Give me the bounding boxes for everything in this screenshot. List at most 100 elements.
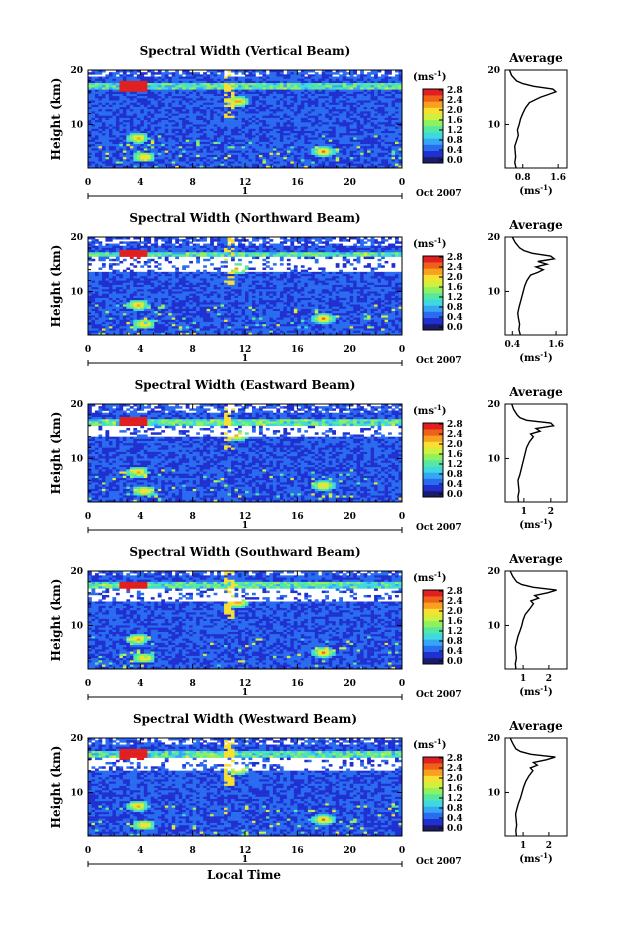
x-tick-label: 20 [343,679,356,689]
colorbar-swatch [423,323,443,331]
colorbar-swatch [423,311,443,318]
colorbar-swatch [423,466,443,473]
colorbar-swatch [423,484,443,492]
colorbar-tick-label: 0.8 [447,804,463,814]
average-frame [504,236,568,336]
colorbar-tick-label: 2.0 [447,774,463,784]
colorbar-swatch [423,657,443,665]
average-y-tick-label: 20 [487,400,500,410]
x-tick-label: 20 [343,178,356,188]
colorbar-swatch [423,651,443,659]
average-unit: (ms-1) [519,684,552,698]
date-label: Oct 2007 [416,690,462,700]
colorbar-swatch [423,633,443,640]
y-axis-label: Height (km) [49,746,63,829]
x-tick-label: 0 [85,345,91,355]
x-tick-label: 12 [239,178,252,188]
y-axis-label: Height (km) [49,412,63,495]
colorbar-swatch [423,472,443,479]
day-label: 1 [242,354,248,364]
colorbar-swatch [423,590,443,597]
average-x-tick-label: 1.6 [548,340,564,350]
average-title: Average [508,385,563,399]
colorbar-tick-label: 2.4 [447,764,463,774]
average-unit: (ms-1) [519,183,552,197]
average-frame [504,570,568,670]
day-label: 1 [242,187,248,197]
colorbar-swatch [423,435,443,442]
average-frame [504,69,568,169]
colorbar-swatch [423,602,443,609]
colorbar-swatch [423,299,443,306]
colorbar-swatch [423,113,443,121]
colorbar-swatch [423,769,443,776]
average-y-tick-label: 10 [487,621,500,631]
average-unit: (ms-1) [519,517,552,531]
colorbar-frame [422,589,444,665]
average-x-tick-label: 1 [520,841,526,851]
colorbar-unit: (ms-1) [413,69,446,83]
colorbar-swatch [423,89,443,96]
average-title: Average [508,218,563,232]
y-axis-label: Height (km) [49,245,63,328]
colorbar-tick-label: 0.8 [447,136,463,146]
average-y-tick-label: 10 [487,287,500,297]
y-tick-label: 20 [70,233,83,243]
x-tick-label: 16 [291,846,304,856]
colorbar-swatch [423,126,443,133]
colorbar-swatch [423,757,443,764]
x-tick-label: 8 [190,512,196,522]
colorbar-tick-label: 1.2 [447,627,463,637]
average-y-tick-label: 20 [487,233,500,243]
y-tick-label: 20 [70,567,83,577]
average-profile-line [511,236,556,336]
average-frame [504,737,568,837]
colorbar-tick-label: 1.6 [447,784,463,794]
colorbar-swatch [423,293,443,300]
colorbar-tick-label: 2.4 [447,430,463,440]
colorbar-swatch [423,478,443,485]
colorbar-tick-label: 2.8 [447,253,463,263]
average-y-tick-label: 20 [487,567,500,577]
colorbar-tick-label: 0.0 [447,490,463,500]
average-y-tick-label: 10 [487,120,500,130]
colorbar-swatch [423,614,443,622]
colorbar-frame [422,422,444,498]
average-x-tick-label: 1 [521,507,527,517]
panel-3: Spectral Width (Eastward Beam) 20 1 0 Height… [49,378,568,533]
colorbar-tick-label: 2.0 [447,440,463,450]
colorbar-tick-label: 1.2 [447,460,463,470]
panel-2: Spectral Width (Northward Beam)2010Heigh… [49,211,568,366]
colorbar-swatch [423,800,443,807]
y-tick-label: 10 [70,287,83,297]
colorbar-tick-label: 1.6 [447,617,463,627]
x-tick-label: 0 [85,846,91,856]
colorbar-swatch [423,256,443,263]
x-tick-label: 12 [239,679,252,689]
heatmap-cells [88,237,403,336]
x-tick-label: 0 [85,512,91,522]
colorbar-tick-label: 2.4 [447,263,463,273]
colorbar-swatch [423,620,443,628]
y-tick-label: 10 [70,621,83,631]
colorbar-swatch [423,441,443,448]
colorbar-tick-label: 2.4 [447,597,463,607]
colorbar-tick-label: 1.6 [447,450,463,460]
colorbar-swatch [423,423,443,430]
y-tick-label: 10 [70,788,83,798]
heatmap-cells [88,571,403,670]
x-tick-label: 0 [399,178,405,188]
colorbar-swatch [423,490,443,498]
x-tick-label: 8 [190,679,196,689]
heatmap-cells [88,70,403,169]
colorbar-tick-label: 1.2 [447,293,463,303]
x-tick-label: 4 [137,178,143,188]
panel-title: Spectral Width (Eastward Beam) [135,378,356,392]
colorbar-swatch [423,806,443,813]
colorbar-swatch [423,150,443,158]
x-tick-label: 0 [85,679,91,689]
colorbar-swatch [423,305,443,312]
colorbar-unit: (ms-1) [413,403,446,417]
average-title: Average [508,719,563,733]
